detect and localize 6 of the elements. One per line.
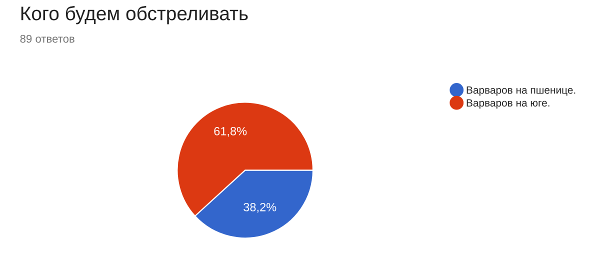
text: 89 ответов [20,34,74,43]
legend-label: Варваров на пшенице. [466,86,576,96]
legend-label: Варваров на юге. [466,99,550,109]
chart-title: Кого будем обстреливать [21,6,248,24]
data-label: 38,2% [244,202,276,213]
data-label: 61,8% [214,126,247,137]
